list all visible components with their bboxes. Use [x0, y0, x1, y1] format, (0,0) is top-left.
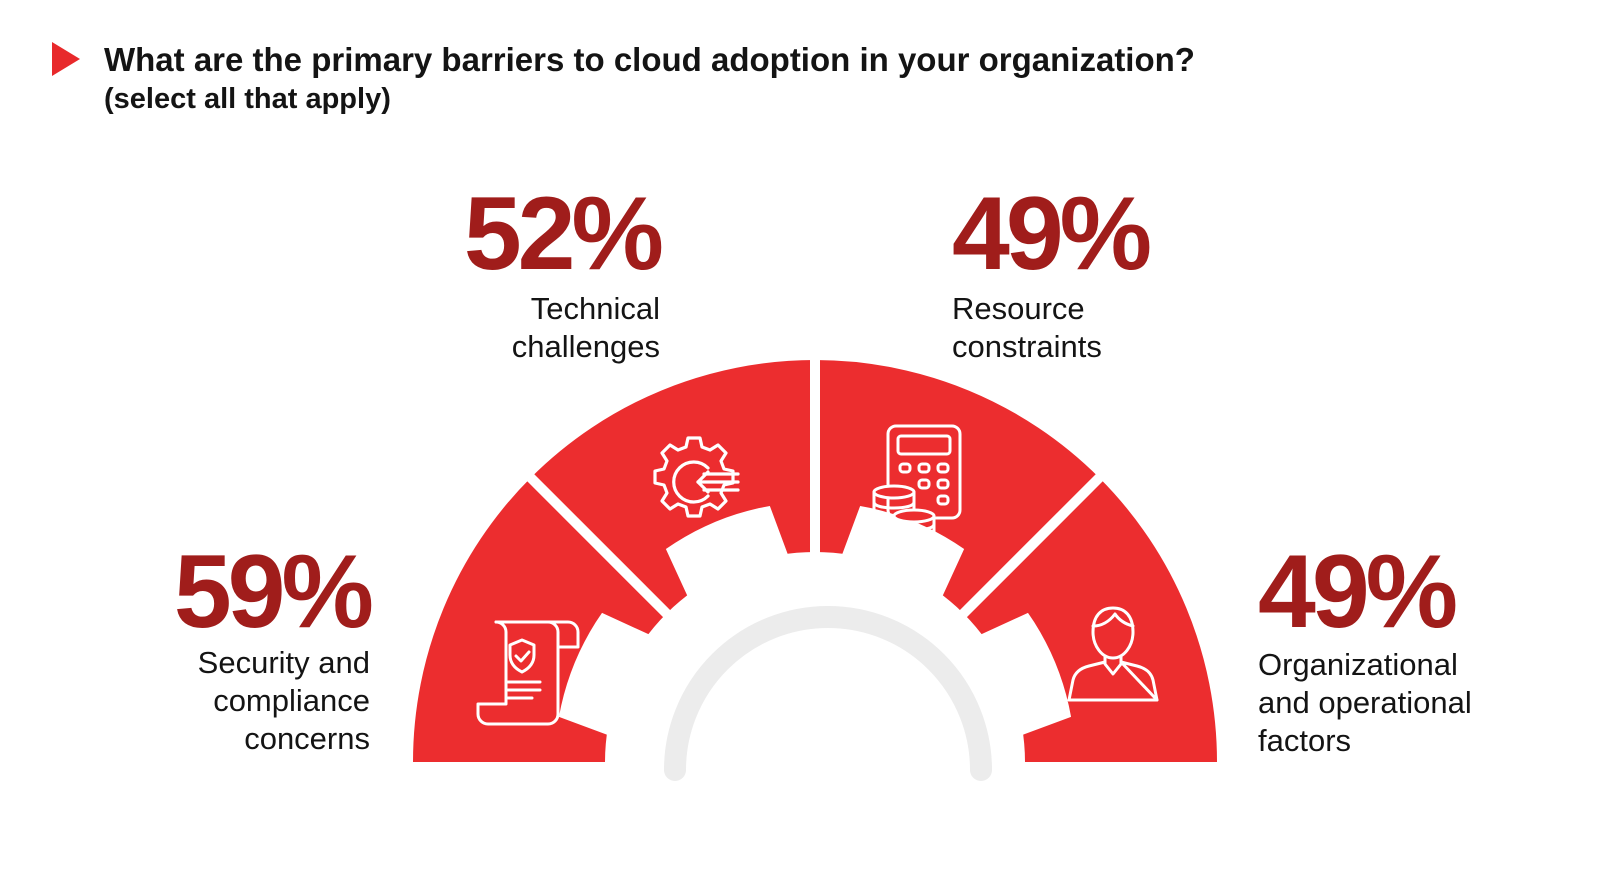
stat-security: 59% Security and compliance concerns — [130, 534, 374, 758]
value-label-security: 59% — [173, 534, 374, 650]
calculator-coins-icon — [872, 424, 962, 540]
stat-organizational: 49% Organizational and operational facto… — [1258, 534, 1578, 760]
value-label-technical: 52% — [463, 176, 664, 292]
question-subtitle: (select all that apply) — [104, 83, 391, 115]
segment-divider-3 — [945, 469, 1108, 632]
value-label-organizational: 49% — [1258, 534, 1458, 650]
category-label-technical: Technical challenges — [511, 291, 660, 364]
question-title: What are the primary barriers to cloud a… — [104, 41, 1195, 78]
category-label-organizational: Organizational and operational factors — [1258, 647, 1472, 758]
stat-resources: 49% Resource constraints — [952, 176, 1252, 366]
segment-resources — [815, 360, 1100, 614]
value-label-resources: 49% — [952, 176, 1152, 292]
gauge-segments — [413, 354, 1217, 762]
gear-arrow-icon — [653, 436, 740, 518]
title-marker-icon — [52, 42, 80, 76]
gauge-track — [664, 606, 992, 781]
stat-technical: 52% Technical challenges — [400, 176, 664, 366]
person-icon — [1067, 606, 1159, 702]
category-label-security: Security and compliance concerns — [197, 645, 370, 756]
certificate-shield-icon — [476, 620, 580, 726]
segment-security — [413, 477, 667, 762]
segment-divider-1 — [522, 469, 685, 632]
segment-organizational — [963, 477, 1217, 762]
category-label-resources: Resource constraints — [952, 291, 1102, 364]
